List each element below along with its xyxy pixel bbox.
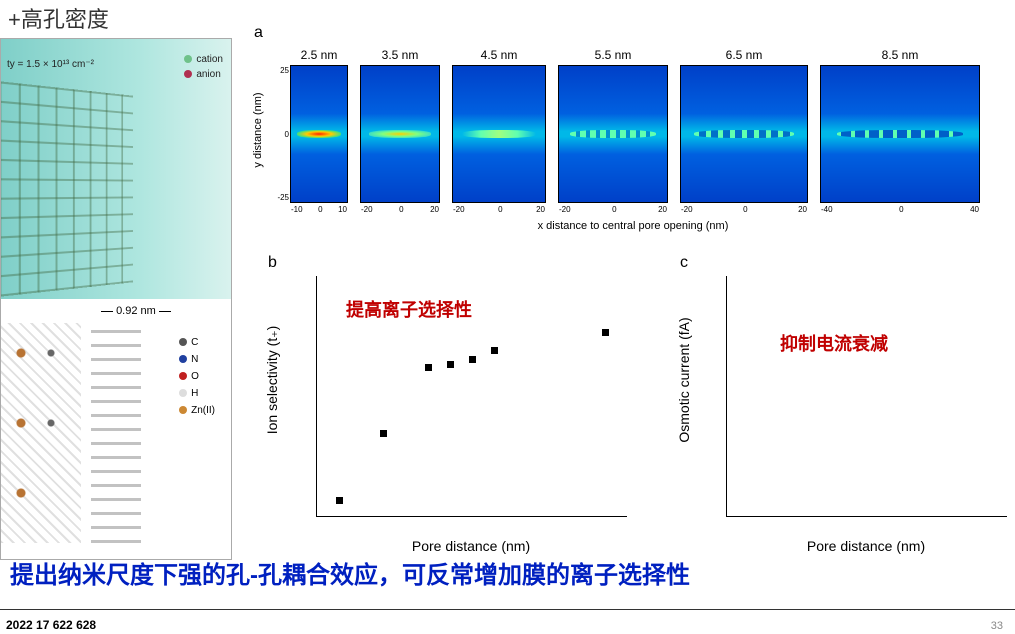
chart-c-ylabel: Osmotic current (fA) — [676, 280, 692, 480]
molecule-panel: 0.92 nm CNOHZn(II) — [1, 299, 231, 557]
panel-a-x-axis: x distance to central pore opening (nm) — [258, 220, 1008, 232]
chart-c-xlabel: Pore distance (nm) — [726, 538, 1006, 554]
dimension-label: 0.92 nm — [101, 305, 171, 317]
chart-b-xlabel: Pore distance (nm) — [316, 538, 626, 554]
panel-a: a y distance (nm) 2.5 nm250-25-100103.5 … — [258, 30, 1008, 230]
atom-legend: CNOHZn(II) — [179, 335, 215, 420]
ion-legend: cation anion — [184, 54, 223, 84]
page-number: 33 — [991, 620, 1003, 632]
slide-title: +高孔密度 — [8, 2, 109, 34]
heatmap-row: 2.5 nm250-25-100103.5 nm-200204.5 nm-200… — [290, 48, 980, 203]
conclusion-text: 提出纳米尺度下强的孔-孔耦合效应，可反常增加膜的离子选择性 — [10, 555, 690, 590]
chart-c — [726, 276, 1007, 517]
molecule-structure-2 — [91, 323, 141, 543]
left-panel: ty = 1.5 × 10¹³ cm⁻² cation anion 0.92 n… — [0, 38, 232, 560]
cation-dot — [184, 55, 192, 63]
anion-dot — [184, 70, 192, 78]
density-text: ty = 1.5 × 10¹³ cm⁻² — [7, 59, 94, 70]
chart-b-ylabel: Ion selectivity (t₊) — [264, 280, 281, 480]
molecule-structure-1 — [1, 323, 81, 543]
mof-grid — [0, 81, 133, 297]
panel-c-label: c — [680, 254, 688, 272]
citation: 2022 17 622 628 — [6, 618, 96, 632]
panel-a-label: a — [254, 24, 263, 42]
chart-c-annotation: 抑制电流衰减 — [780, 330, 888, 356]
footer-rule — [0, 609, 1015, 610]
panel-b-label: b — [268, 254, 277, 272]
simulation-render: ty = 1.5 × 10¹³ cm⁻² cation anion — [1, 39, 231, 299]
chart-b-annotation: 提高离子选择性 — [346, 296, 472, 322]
panel-a-y-axis: y distance (nm) — [252, 70, 264, 190]
